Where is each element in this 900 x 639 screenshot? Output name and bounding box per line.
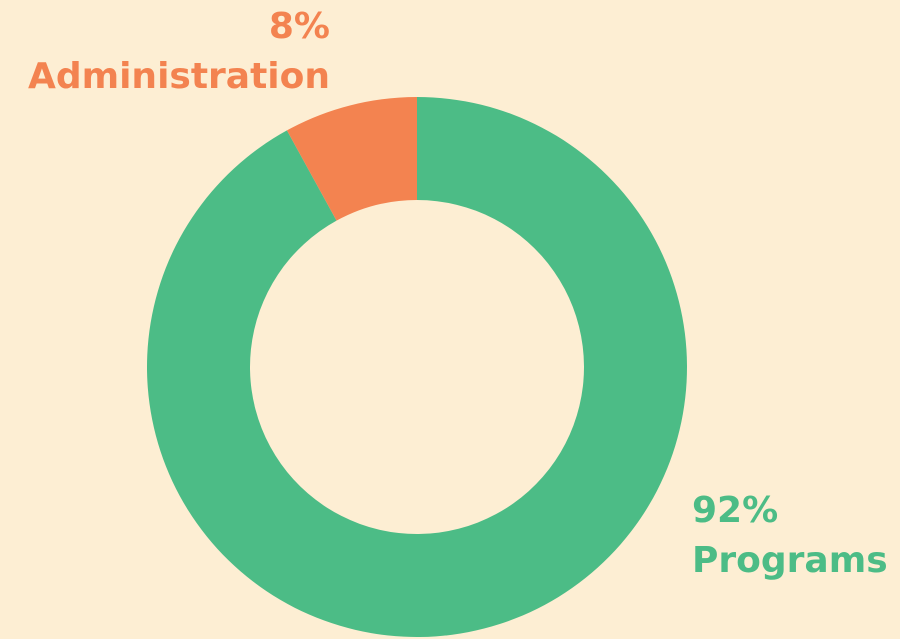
donut-segment [286, 97, 417, 221]
category-label: Programs [692, 540, 888, 581]
category-label: Administration [28, 56, 330, 97]
donut-segment [147, 97, 688, 638]
value-label: 92% [692, 490, 778, 531]
value-label: 8% [269, 6, 330, 47]
